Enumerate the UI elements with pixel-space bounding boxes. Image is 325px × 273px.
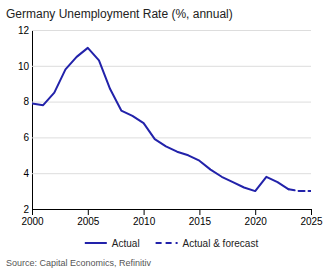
x-tick: 2015: [189, 209, 212, 227]
grid-line: [32, 102, 311, 103]
y-tick-label: 8: [23, 96, 29, 107]
x-tick: 2005: [77, 209, 100, 227]
x-tick-label: 2000: [21, 216, 44, 227]
y-axis: 2 4 6 8 10 12: [18, 25, 311, 215]
data-line: [289, 189, 311, 191]
legend-item: Actual: [85, 238, 140, 249]
y-tick-label: 4: [23, 168, 29, 179]
y-tick-label: 10: [18, 61, 30, 72]
tick-mark: [88, 209, 89, 215]
x-tick-label: 2010: [133, 216, 156, 227]
legend-label: Actual: [112, 238, 140, 249]
y-tick: 6: [23, 132, 311, 143]
x-tick-label: 2025: [300, 216, 323, 227]
tick-mark: [255, 209, 256, 215]
x-axis: 2000 2005 2010 2015 2020 2025: [21, 209, 323, 227]
x-tick-label: 2005: [77, 216, 100, 227]
chart: 2 4 6 8 10 12 2000 2005 2010 2015 2020 2025 Germany …: [0, 0, 325, 273]
chart-title: Germany Unemployment Rate (%, annual): [6, 7, 233, 21]
x-tick-label: 2020: [245, 216, 268, 227]
x-axis-line: [33, 210, 312, 216]
y-tick: 10: [18, 61, 311, 72]
y-tick-label: 2: [23, 204, 29, 215]
y-tick-label: 12: [18, 25, 30, 36]
y-tick: 2: [23, 204, 311, 215]
grid-line: [32, 66, 311, 67]
data-line: [32, 48, 289, 191]
x-tick: 2020: [245, 209, 268, 227]
legend-item: Actual & forecast: [156, 238, 259, 249]
lines: [32, 48, 311, 191]
y-axis-line: [32, 31, 33, 210]
x-tick: 2025: [300, 209, 323, 227]
tick-mark: [311, 209, 312, 215]
legend: Actual Actual & forecast: [85, 238, 259, 249]
x-tick: 2000: [21, 209, 44, 227]
x-tick: 2010: [133, 209, 156, 227]
legend-swatch: [156, 242, 178, 244]
plot-area: 2 4 6 8 10 12 2000 2005 2010 2015 2020 2025: [18, 25, 323, 227]
y-tick: 8: [23, 96, 311, 107]
tick-mark: [199, 209, 200, 215]
y-tick: 12: [18, 25, 311, 36]
tick-mark: [32, 209, 33, 215]
x-tick-label: 2015: [189, 216, 212, 227]
annotation: Source: Capital Economics, Refinitiv: [6, 258, 152, 268]
legend-label: Actual & forecast: [183, 238, 259, 249]
grid-line: [32, 173, 311, 174]
y-tick-label: 6: [23, 132, 29, 143]
legend-swatch: [85, 242, 107, 244]
grid-line: [32, 30, 311, 31]
grid-line: [32, 137, 311, 138]
tick-mark: [144, 209, 145, 215]
